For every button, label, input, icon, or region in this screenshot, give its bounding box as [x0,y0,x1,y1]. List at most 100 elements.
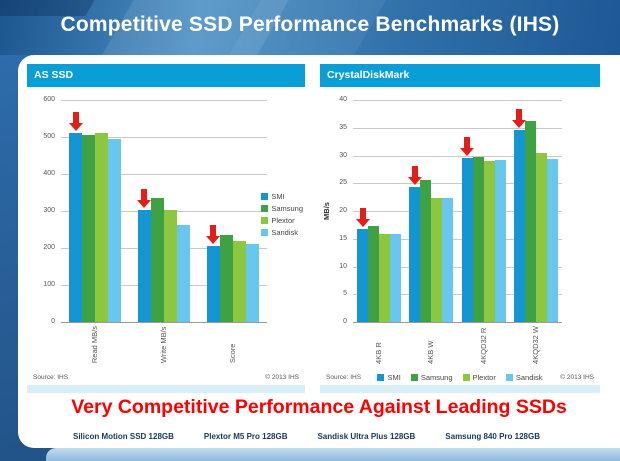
arrow-shaft [516,108,523,120]
bar-smi [69,132,83,322]
arrow-shaft [359,207,366,219]
y-tick-label: 10 [339,262,347,270]
legend-swatch-icon [377,374,385,381]
product-label-sandisk: Sandisk Ultra Plus 128GB [317,432,416,441]
product-labels: Silicon Motion SSD 128GB Plextor M5 Pro … [73,432,540,441]
bar-samsung [150,198,164,322]
slide-title-bar: Competitive SSD Performance Benchmarks (… [0,0,620,55]
legend-swatch-icon [261,217,269,224]
panel-accent-strip [320,385,600,393]
y-tick-label: 0 [343,318,347,325]
y-tick-label: 0 [51,318,55,325]
highlight-arrow-icon [137,188,152,208]
product-label-plextor: Plextor M5 Pro 128GB [203,432,288,441]
y-tick-label: 25 [339,179,347,187]
legend: SMI Samsung Plextor Sandisk [261,192,303,237]
gridline [353,322,562,323]
bar-smi [513,129,525,322]
legend-swatch-icon [261,205,269,212]
y-tick-label: 300 [43,207,55,214]
chart-title-crystaldiskmark: CrystalDiskMark [320,64,600,87]
copyright-note: © 2013 IHS [265,374,299,381]
highlight-arrow-icon [407,165,422,185]
gridline [353,238,562,240]
x-axis-labels: 4KB R 4KB W 4KQD32 R 4KQD32 W [353,326,562,364]
arrow-head [206,236,221,245]
arrow-head [137,199,152,208]
y-tick-label: 20 [339,207,347,214]
x-tick-label: 4KQD32 W [530,326,540,364]
highlight-arrow-icon [460,137,475,157]
bar-samsung [472,157,484,322]
arrow-shaft [464,137,471,149]
bar-smi [137,209,151,322]
bar-plextor [232,240,246,322]
highlight-arrow-icon [68,111,83,131]
panel-accent-strip [27,385,305,393]
x-tick-label: 4KQD32 R [478,327,488,364]
legend-label: SMI [387,373,401,382]
bar-sandisk [245,243,259,322]
legend-item-plextor: Plextor [462,373,496,382]
x-tick-label: 4KB R [374,342,383,364]
bar-smi [461,158,473,322]
arrow-head [68,122,83,131]
bar-sandisk [546,159,558,322]
y-tick-label: 200 [43,244,55,251]
bar-group-score [206,225,259,322]
y-tick-label: 600 [43,96,55,103]
arrow-head [407,176,422,185]
legend-swatch-icon [410,374,418,381]
x-tick-label: 4KB W [426,340,436,364]
bar-smi [206,246,220,322]
bottom-accent-strip [46,448,620,461]
legend-item-sandisk: Sandisk [261,228,303,237]
bar-samsung [82,135,96,322]
gridline [353,294,562,296]
source-note: Source: IHS [33,374,69,381]
legend-item-plextor: Plextor [261,216,303,225]
gridline [61,100,267,101]
chart-panel-as-ssd: AS SSD 0 100 200 300 400 500 600 Read MB/s Write… [27,64,305,393]
legend-label: Samsung [271,204,303,213]
product-label-samsung: Samsung 840 Pro 128GB [445,432,540,441]
y-tick-label: 500 [43,133,55,140]
bar-smi [357,228,369,322]
bar-sandisk [494,159,506,322]
bar-sandisk [442,197,454,322]
legend-slot: SMI Samsung Plextor Sandisk [320,373,600,382]
y-tick-label: 35 [339,123,347,131]
gridline [353,155,562,157]
gridline [61,174,267,175]
legend-swatch-icon [261,229,269,236]
gridline [353,183,562,185]
chart-title-as-ssd: AS SSD [27,64,305,87]
source-note: Source: IHS [326,374,362,381]
arrow-head [512,119,527,128]
legend-label: Sandisk [515,373,543,382]
bar-group-4kb-w [407,165,454,322]
bar-sandisk [108,138,122,322]
bar-samsung [368,226,380,322]
highlight-arrow-icon [206,225,221,245]
bar-samsung [420,179,432,322]
gridline [61,322,267,323]
gridline [353,266,562,268]
content-panel: AS SSD 0 100 200 300 400 500 600 Read MB/s Write… [18,55,620,448]
bar-groups [61,100,267,322]
legend-swatch-icon [261,193,269,200]
bar-plextor [431,198,443,322]
arrow-head [460,148,475,157]
legend-label: Plextor [271,216,295,225]
bar-smi [409,186,421,322]
bar-plextor [535,153,547,322]
bar-groups [353,100,562,322]
x-tick-label: Score [227,343,237,364]
chart-panel-crystaldiskmark: CrystalDiskMark 0 5 10 15 20 25 30 35 40 4KB R 4KB… [320,64,600,393]
chart-footer: Source: IHS SMI Samsung Plextor Sandisk © 2… [320,371,600,385]
bar-plextor [379,234,391,322]
legend-label: SMI [271,192,285,201]
x-tick-label: Read MB/s [90,326,100,364]
legend-label: Samsung [420,373,453,382]
x-axis-labels: Read MB/s Write MB/s Score [61,326,267,363]
